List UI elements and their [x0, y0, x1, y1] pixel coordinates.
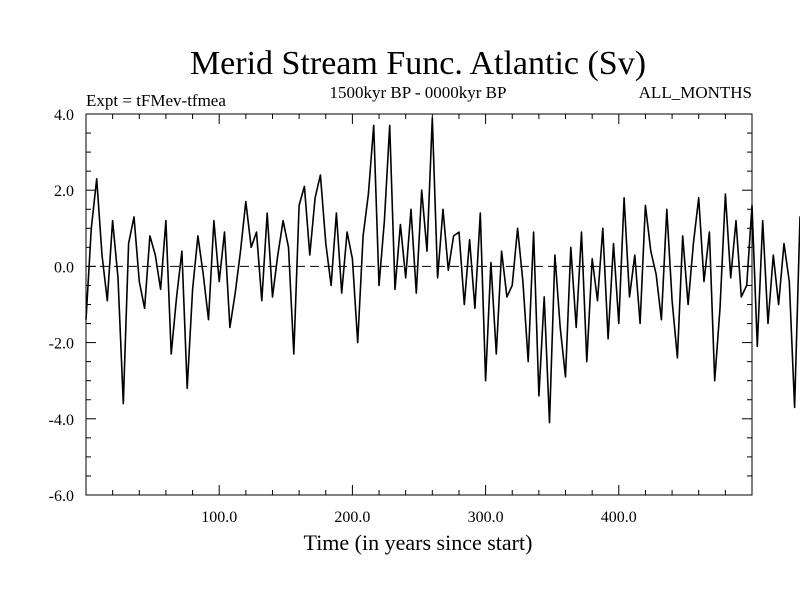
plot-area: -6.0 -4.0 -2.0 0.0 2.0 4.0 100.0 200.0 300.0 400.…: [49, 107, 800, 526]
y-tick-label: 4.0: [54, 107, 74, 124]
x-tick-label: 200.0: [334, 509, 370, 526]
chart-subtitle-right: ALL_MONTHS: [639, 83, 752, 102]
x-axis-label: Time (in years since start): [304, 530, 533, 555]
y-tick-label: 0.0: [54, 259, 74, 276]
y-tick-label: 2.0: [54, 183, 74, 200]
y-tick-label: -4.0: [49, 412, 74, 429]
y-tick-label: -2.0: [49, 336, 74, 353]
plot-frame: [85, 113, 753, 496]
chart-subtitle-left: Expt = tFMev-tfmea: [86, 91, 226, 110]
x-tick-label: 100.0: [201, 509, 237, 526]
x-tick-label: 400.0: [601, 509, 637, 526]
series-line: [85, 117, 800, 424]
chart-subtitle-center: 1500kyr BP - 0000kyr BP: [330, 83, 507, 102]
x-tick-label: 300.0: [468, 509, 504, 526]
chart-title: Merid Stream Func. Atlantic (Sv): [190, 45, 646, 82]
y-tick-label: -6.0: [49, 488, 74, 505]
